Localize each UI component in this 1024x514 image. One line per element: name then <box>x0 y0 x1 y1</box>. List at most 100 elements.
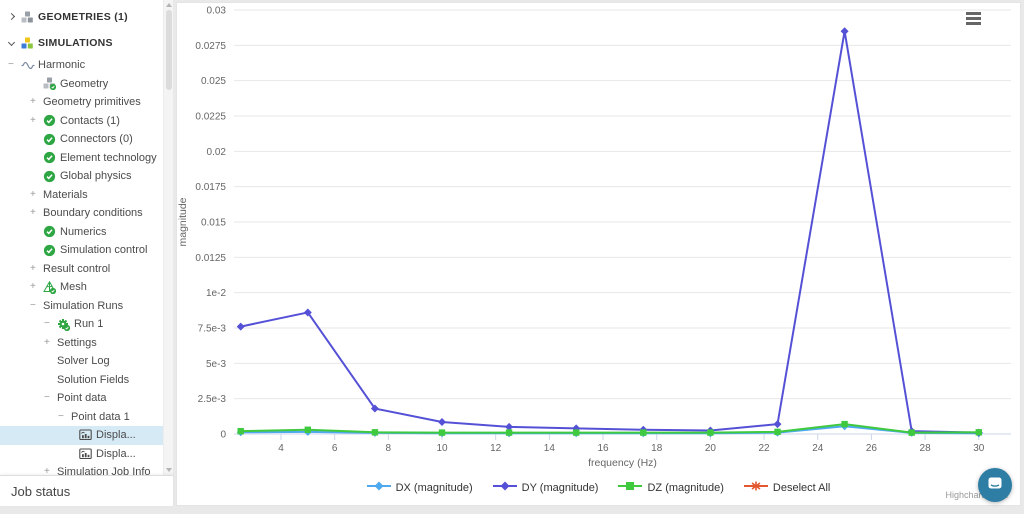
y-tick-label: 0.02 <box>207 147 227 158</box>
expand-plus-icon[interactable]: + <box>30 262 36 274</box>
tree-item-point-data-1[interactable]: − Point data 1 <box>0 408 163 427</box>
tree-item-label: Contacts (1) <box>60 114 120 127</box>
data-point-marker[interactable] <box>438 417 447 426</box>
check-icon <box>43 225 60 238</box>
legend-label: DX (magnitude) <box>395 481 473 494</box>
data-point-marker[interactable] <box>707 429 714 436</box>
expand-plus-icon[interactable]: + <box>30 96 36 108</box>
tree-item-solution-fields[interactable]: Solution Fields <box>0 371 163 390</box>
expand-plus-icon[interactable]: + <box>44 336 50 348</box>
simulation-tree: GEOMETRIES (1) SIMULATIONS − Harmonic Geo… <box>0 0 163 475</box>
collapse-minus-icon[interactable]: − <box>8 59 14 71</box>
scroll-down-icon[interactable] <box>166 468 172 472</box>
tree-item-displa[interactable]: Displa... <box>0 445 163 464</box>
tree-item-numerics[interactable]: Numerics <box>0 223 163 242</box>
tree-item-label: GEOMETRIES (1) <box>38 11 128 23</box>
highcharts-credit[interactable]: Highcharts.com <box>945 490 1008 500</box>
tree-item-materials[interactable]: + Materials <box>0 186 163 205</box>
tree-item-point-data[interactable]: − Point data <box>0 389 163 408</box>
tree-item-label: Boundary conditions <box>43 207 143 220</box>
chart-card: 0 2.5e-3 5e-3 7.5e-3 1e-2 0.0125 0.015 0.0175 0.… <box>176 2 1021 506</box>
tree-item-geometries-1[interactable]: GEOMETRIES (1) <box>0 4 163 30</box>
data-point-marker[interactable] <box>505 422 514 431</box>
data-point-marker[interactable] <box>438 429 446 436</box>
x-tick-label: 4 <box>278 443 284 454</box>
data-point-marker[interactable] <box>774 428 781 436</box>
tree-item-simulation-control[interactable]: Simulation control <box>0 241 163 260</box>
data-point-marker[interactable] <box>370 404 379 413</box>
tree-item-label: Run 1 <box>74 318 104 331</box>
tree-item-geometry-primitives[interactable]: + Geometry primitives <box>0 93 163 112</box>
legend-label: Deselect All <box>772 481 831 494</box>
tree-item-label: Simulation control <box>60 244 148 257</box>
legend-label: DZ (magnitude) <box>647 481 724 494</box>
tree-item-contacts-1[interactable]: + Contacts (1) <box>0 112 163 131</box>
tree-item-label: Global physics <box>60 170 132 183</box>
legend-item-deselect-all[interactable]: Deselect All <box>743 481 831 494</box>
sidebar-scrollbar[interactable] <box>163 0 173 475</box>
data-point-marker[interactable] <box>573 429 580 436</box>
data-point-marker[interactable] <box>640 429 647 436</box>
data-point-marker[interactable] <box>371 429 379 436</box>
y-tick-label: 2.5e-3 <box>198 394 227 405</box>
y-tick-label: 0.0225 <box>195 112 226 123</box>
tree-item-element-technology[interactable]: Element technology <box>0 149 163 168</box>
collapse-minus-icon[interactable]: − <box>44 318 50 330</box>
tree-item-connectors-0[interactable]: Connectors (0) <box>0 130 163 149</box>
tree-item-result-control[interactable]: + Result control <box>0 260 163 279</box>
data-point-marker[interactable] <box>237 427 244 435</box>
tree-item-boundary-conditions[interactable]: + Boundary conditions <box>0 204 163 223</box>
legend-marker-icon <box>618 481 643 494</box>
tree-item-global-physics[interactable]: Global physics <box>0 167 163 186</box>
tree-item-simulations[interactable]: SIMULATIONS <box>0 30 163 56</box>
geometries-cubes-icon <box>21 11 38 24</box>
legend-item-dz-magnitude[interactable]: DZ (magnitude) <box>618 481 724 494</box>
x-tick-label: 18 <box>651 443 663 454</box>
data-point-marker[interactable] <box>773 420 782 429</box>
data-point-marker[interactable] <box>975 429 982 436</box>
tree-item-mesh[interactable]: + Mesh <box>0 278 163 297</box>
chevron-right-icon[interactable] <box>7 12 21 22</box>
collapse-minus-icon[interactable]: − <box>44 392 50 404</box>
job-status-panel[interactable]: Job status <box>0 475 173 506</box>
y-tick-label: 0.0125 <box>195 253 226 264</box>
expand-plus-icon[interactable]: + <box>30 207 36 219</box>
expand-plus-icon[interactable]: + <box>30 114 36 126</box>
simulations-cubes-icon <box>21 37 38 50</box>
tree-item-simulation-job-info[interactable]: + Simulation Job Info <box>0 463 163 475</box>
data-point-marker[interactable] <box>840 27 849 36</box>
tree-item-harmonic[interactable]: − Harmonic <box>0 56 163 75</box>
legend-marker-icon <box>492 481 517 494</box>
data-point-marker[interactable] <box>505 429 513 436</box>
data-point-marker[interactable] <box>236 322 245 331</box>
collapse-minus-icon[interactable]: − <box>30 299 36 311</box>
geometry-check-icon <box>43 77 60 91</box>
collapse-minus-icon[interactable]: − <box>58 410 64 422</box>
chart-menu-button[interactable] <box>966 12 981 25</box>
scroll-up-icon[interactable] <box>166 3 172 7</box>
chat-button[interactable] <box>978 468 1012 502</box>
legend-item-dx-magnitude[interactable]: DX (magnitude) <box>366 481 473 494</box>
y-tick-label: 0.025 <box>201 76 226 87</box>
chevron-down-icon[interactable] <box>7 38 21 48</box>
series-dz-magnitude <box>237 420 982 436</box>
data-point-marker[interactable] <box>303 308 312 317</box>
tree-item-geometry[interactable]: Geometry <box>0 75 163 94</box>
expand-plus-icon[interactable]: + <box>30 188 36 200</box>
scrollbar-thumb[interactable] <box>165 10 172 90</box>
legend-item-dy-magnitude[interactable]: DY (magnitude) <box>492 481 598 494</box>
expand-plus-icon[interactable]: + <box>30 281 36 293</box>
data-point-marker[interactable] <box>304 426 312 433</box>
tree-item-label: Geometry <box>60 77 109 90</box>
check-icon <box>43 170 60 183</box>
x-tick-label: 10 <box>436 443 448 454</box>
tree-item-run-1[interactable]: − Run 1 <box>0 315 163 334</box>
check-icon <box>43 244 60 257</box>
tree-item-simulation-runs[interactable]: − Simulation Runs <box>0 297 163 316</box>
data-point-marker[interactable] <box>841 420 848 428</box>
tree-item-displa[interactable]: Displa... <box>0 426 163 445</box>
tree-item-solver-log[interactable]: Solver Log <box>0 352 163 371</box>
tree-item-settings[interactable]: + Settings <box>0 334 163 353</box>
data-point-marker[interactable] <box>908 429 915 436</box>
expand-plus-icon[interactable]: + <box>44 466 50 475</box>
